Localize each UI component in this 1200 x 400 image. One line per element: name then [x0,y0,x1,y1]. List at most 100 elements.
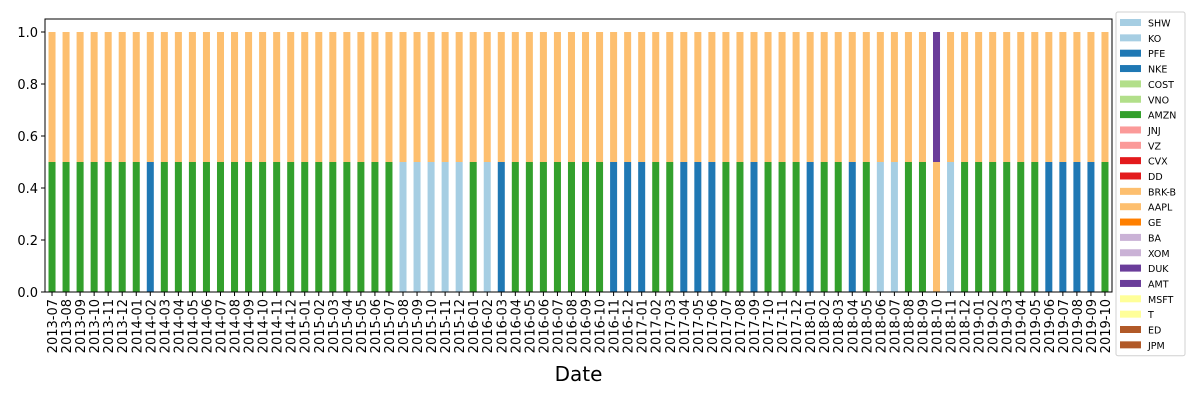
x-tick-label: 2013-12 [116,299,131,353]
x-tick-label: 2016-06 [537,299,552,353]
x-tick-label: 2014-09 [243,299,258,353]
x-tick-label: 2018-02 [818,299,833,353]
bar-segment-nke-2017-04 [680,162,688,292]
bar-segment-amzn-2017-12 [792,162,800,292]
legend-swatch-nke [1120,65,1141,73]
legend-swatch-pfe [1120,49,1141,57]
x-tick-label: 2015-12 [453,299,468,353]
bar-segment-aapl-2019-03 [1003,32,1011,162]
bar-segment-aapl-2016-05 [525,32,533,162]
x-tick-label: 2014-06 [200,299,215,353]
bar-segment-aapl-2014-03 [160,32,168,162]
bar-segment-aapl-2017-01 [638,32,646,162]
x-tick-label: 2016-12 [622,299,637,353]
legend-label-cost: COST [1148,80,1174,91]
bar-segment-aapl-2015-01 [301,32,309,162]
legend-label-xom: XOM [1148,249,1170,260]
bar-segment-ko-2016-02 [483,162,491,292]
y-tick-label: 1.0 [17,26,38,41]
bar-segment-amzn-2017-11 [778,162,786,292]
legend-label-ge: GE [1148,218,1161,229]
bar-segment-aapl-2016-11 [610,32,618,162]
bar-segment-amzn-2014-11 [273,162,281,292]
bar-segment-aapl-2013-07 [48,32,56,162]
bar-segment-aapl-2019-04 [1017,32,1025,162]
bar-segment-aapl-2015-10 [427,32,435,162]
legend-swatch-ba [1120,233,1141,241]
bar-segment-aapl-2016-01 [469,32,477,162]
legend-swatch-msft [1120,295,1141,303]
bar-segment-aapl-2018-08 [904,32,912,162]
legend-label-nke: NKE [1148,65,1167,76]
x-tick-label: 2019-05 [1029,299,1044,353]
bar-segment-amzn-2016-07 [553,162,561,292]
bar-segment-aapl-2014-06 [202,32,210,162]
x-tick-label: 2014-02 [144,299,159,353]
bar-segment-amzn-2015-03 [329,162,337,292]
bar-segment-amzn-2014-09 [245,162,253,292]
legend-label-aapl: AAPL [1148,203,1173,214]
bar-segment-amzn-2016-06 [539,162,547,292]
bars-group [48,32,1109,292]
bar-segment-amzn-2014-03 [160,162,168,292]
bar-segment-aapl-2014-04 [174,32,182,162]
bar-segment-aapl-2018-06 [876,32,884,162]
bar-segment-amzn-2015-05 [357,162,365,292]
x-tick-label: 2018-10 [931,299,946,353]
x-tick-label: 2017-02 [650,299,665,353]
x-tick-label: 2015-01 [299,299,314,353]
bar-segment-amzn-2014-06 [202,162,210,292]
x-tick-label: 2017-06 [706,299,721,353]
bar-segment-amzn-2018-08 [904,162,912,292]
x-tick-label: 2017-12 [790,299,805,353]
bar-segment-amzn-2014-04 [174,162,182,292]
bar-segment-amzn-2014-12 [287,162,295,292]
x-tick-label: 2018-06 [874,299,889,353]
bar-segment-amzn-2019-05 [1031,162,1039,292]
bar-segment-amzn-2019-04 [1017,162,1025,292]
x-tick-label: 2015-05 [355,299,370,353]
legend-swatch-dd [1120,172,1141,180]
bar-segment-nke-2016-11 [610,162,618,292]
x-tick-label: 2017-09 [748,299,763,353]
x-tick-label: 2017-01 [636,299,651,353]
bar-segment-amzn-2015-06 [371,162,379,292]
x-axis-label: Date [555,362,603,386]
bar-segment-aapl-2017-06 [708,32,716,162]
bar-segment-amzn-2016-04 [511,162,519,292]
bar-segment-aapl-2014-07 [216,32,225,162]
bar-segment-amzn-2013-08 [62,162,70,292]
bar-segment-aapl-2017-05 [694,32,702,162]
x-tick-label: 2016-07 [551,299,566,353]
legend-label-pfe: PFE [1148,49,1165,60]
bar-segment-nke-2019-06 [1045,162,1053,292]
x-tick-label: 2016-02 [481,299,496,353]
bar-segment-ko-2018-07 [890,162,898,292]
x-tick-label: 2016-11 [608,299,623,353]
bar-segment-amzn-2018-02 [820,162,828,292]
bar-segment-amzn-2017-07 [722,162,730,292]
bar-segment-amzn-2016-09 [582,162,590,292]
legend-label-amt: AMT [1148,279,1169,290]
bar-segment-aapl-2018-09 [918,32,926,162]
bar-segment-aapl-2015-04 [343,32,351,162]
bar-segment-amzn-2018-03 [834,162,842,292]
bar-segment-amzn-2018-05 [862,162,870,292]
legend-label-msft: MSFT [1148,295,1174,306]
y-tick-label: 0.4 [17,182,38,197]
bar-segment-aapl-2013-11 [104,32,112,162]
legend-label-jnj: JNJ [1147,126,1161,137]
bar-segment-aapl-2018-05 [862,32,870,162]
bar-segment-nke-2019-07 [1059,162,1067,292]
bar-segment-aapl-2017-04 [680,32,688,162]
x-tick-label: 2018-11 [945,299,960,353]
x-tick-label: 2013-08 [60,299,75,353]
bar-segment-aapl-2013-08 [62,32,70,162]
bar-segment-aapl-2014-05 [188,32,196,162]
x-tick-label: 2014-04 [172,299,187,353]
bar-segment-amzn-2014-01 [132,162,140,292]
bar-segment-amzn-2017-10 [764,162,772,292]
bar-segment-amzn-2016-08 [567,162,575,292]
bar-segment-aapl-2016-10 [596,32,604,162]
bar-segment-amzn-2013-11 [104,162,112,292]
